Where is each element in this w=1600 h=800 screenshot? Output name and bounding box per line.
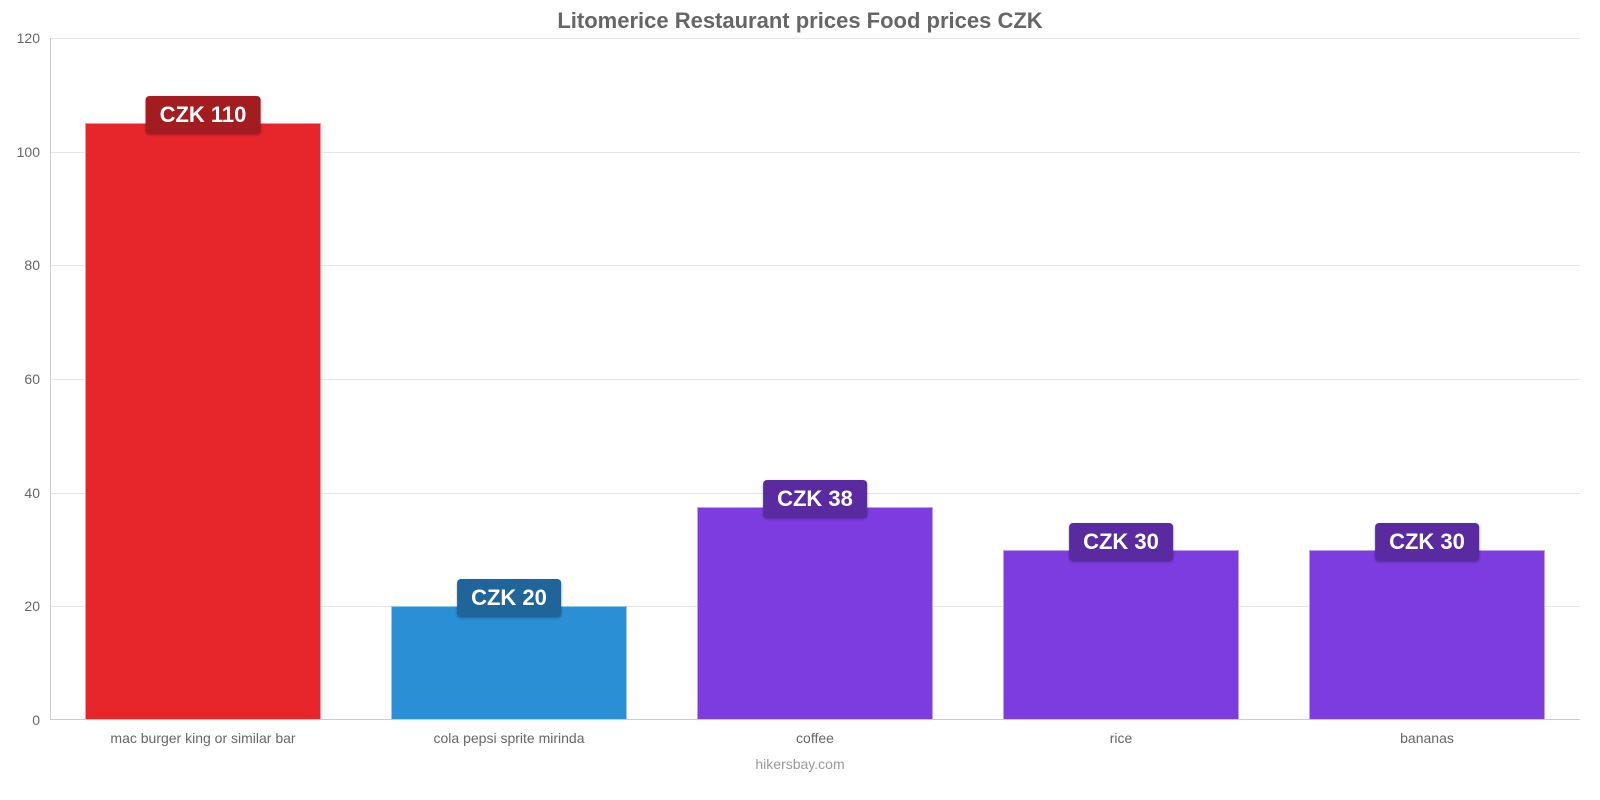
bar-slot: CZK 38 [662,38,968,720]
x-axis-label: coffee [662,730,968,746]
bar-value-label: CZK 30 [1069,523,1173,561]
bar-slot: CZK 20 [356,38,662,720]
y-tick-label: 40 [24,485,50,501]
bar: CZK 30 [1309,550,1545,721]
bar-slot: CZK 30 [1274,38,1580,720]
y-tick-label: 120 [17,30,50,46]
y-tick-label: 80 [24,257,50,273]
chart-title: Litomerice Restaurant prices Food prices… [0,0,1600,34]
bars-container: CZK 110CZK 20CZK 38CZK 30CZK 30 [50,38,1580,720]
bar-slot: CZK 110 [50,38,356,720]
bar: CZK 38 [697,507,933,720]
bar: CZK 20 [391,606,627,720]
y-tick-label: 0 [32,712,50,728]
plot-area: 020406080100120 CZK 110CZK 20CZK 38CZK 3… [50,38,1580,720]
x-axis-labels: mac burger king or similar barcola pepsi… [50,730,1580,746]
bar-value-label: CZK 30 [1375,523,1479,561]
x-axis-label: rice [968,730,1274,746]
bar: CZK 30 [1003,550,1239,721]
x-axis-line [50,719,1580,720]
y-tick-label: 20 [24,598,50,614]
bar-value-label: CZK 38 [763,480,867,518]
price-bar-chart: Litomerice Restaurant prices Food prices… [0,0,1600,800]
bar-slot: CZK 30 [968,38,1274,720]
x-axis-label: mac burger king or similar bar [50,730,356,746]
bar-value-label: CZK 110 [146,96,261,134]
chart-footer: hikersbay.com [0,756,1600,772]
y-tick-label: 60 [24,371,50,387]
y-tick-label: 100 [17,144,50,160]
x-axis-label: bananas [1274,730,1580,746]
bar: CZK 110 [85,123,321,720]
x-axis-label: cola pepsi sprite mirinda [356,730,662,746]
bar-value-label: CZK 20 [457,579,561,617]
